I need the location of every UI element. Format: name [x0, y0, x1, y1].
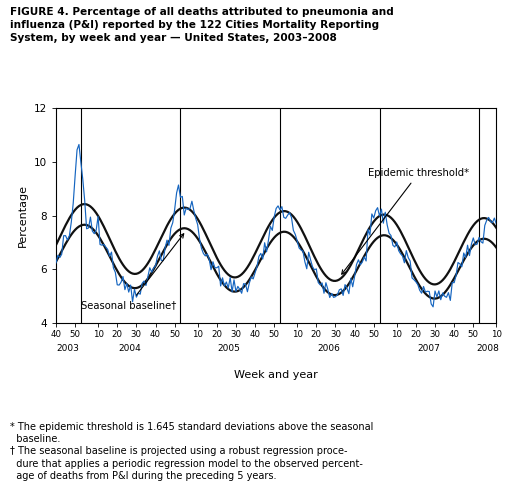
Text: 2007: 2007: [417, 344, 440, 353]
Text: * The epidemic threshold is 1.645 standard deviations above the seasonal
  basel: * The epidemic threshold is 1.645 standa…: [10, 422, 374, 481]
Text: Epidemic threshold*: Epidemic threshold*: [342, 168, 469, 274]
Text: 2004: 2004: [118, 344, 141, 353]
Text: 2005: 2005: [218, 344, 241, 353]
Y-axis label: Percentage: Percentage: [18, 184, 28, 247]
Text: FIGURE 4. Percentage of all deaths attributed to pneumonia and
influenza (P&I) r: FIGURE 4. Percentage of all deaths attri…: [10, 7, 394, 43]
Text: 2006: 2006: [317, 344, 340, 353]
Text: Week and year: Week and year: [234, 370, 318, 380]
Text: 2008: 2008: [476, 344, 499, 353]
Text: 2003: 2003: [56, 344, 79, 353]
Text: Seasonal baseline†: Seasonal baseline†: [81, 234, 184, 310]
